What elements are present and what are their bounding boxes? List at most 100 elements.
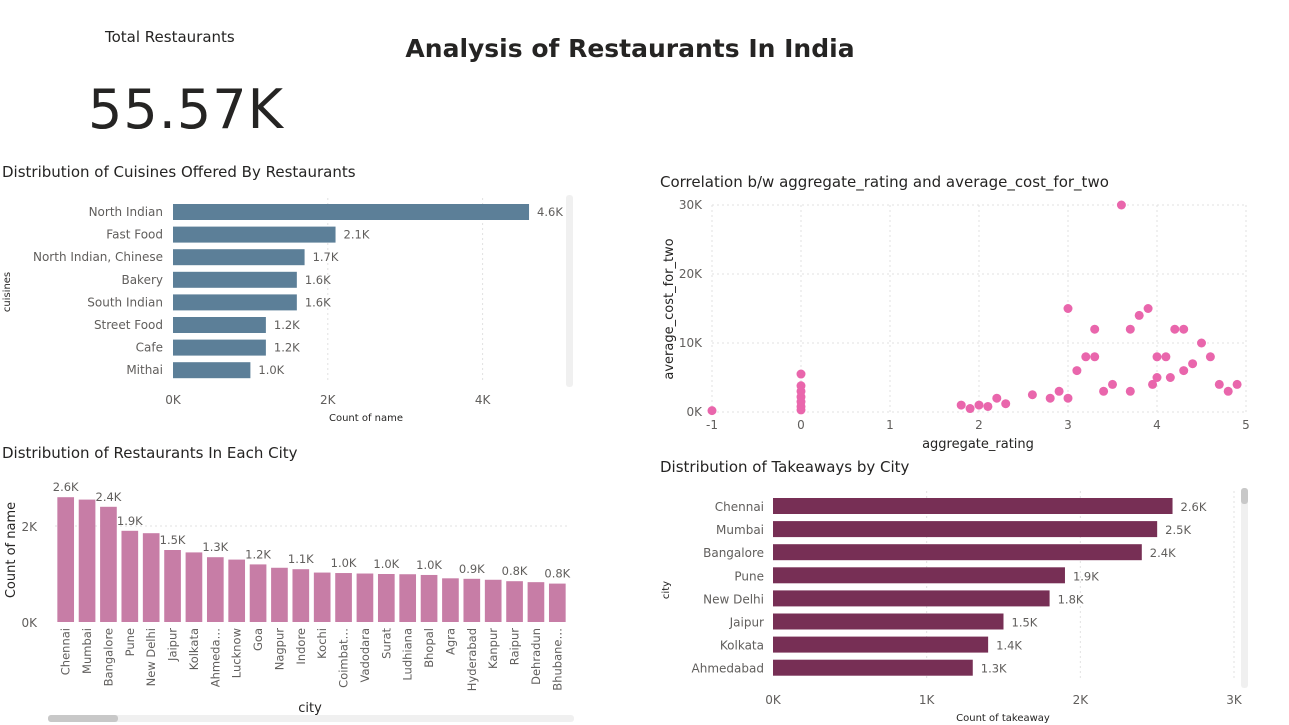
scatter-point [1090, 352, 1100, 362]
scatter-x-tick-label: 1 [886, 418, 894, 432]
city-bar [271, 567, 288, 622]
scatter-point [992, 393, 1002, 403]
cuisines-data-label: 1.2K [274, 318, 300, 332]
cuisines-scrollbar [566, 195, 573, 387]
takeaway-bar [773, 590, 1050, 607]
cuisines-category-label: North Indian [89, 205, 163, 219]
scatter-point [1148, 379, 1158, 389]
city-category-label: Bhubane… [550, 628, 564, 691]
cuisines-bar [173, 294, 297, 311]
city-chart-title: Distribution of Restaurants In Each City [2, 444, 298, 462]
takeaway-data-label: 1.4K [996, 639, 1022, 653]
takeaway-scrollbar-thumb [1241, 488, 1248, 504]
city-bar [100, 506, 117, 622]
takeaway-data-label: 1.8K [1058, 592, 1084, 606]
takeaway-category-label: Mumbai [716, 523, 764, 537]
city-category-label: New Delhi [144, 628, 158, 686]
city-category-label: Goa [251, 628, 265, 651]
scatter-y-tick-label: 30K [679, 198, 703, 212]
rating-cost-scatter-chart: 0K 10K 20K 30K -1 0 1 2 3 4 5 aggregate_rating avera… [662, 198, 1250, 452]
scatter-point [1205, 352, 1215, 362]
scatter-point [1161, 352, 1171, 362]
cuisines-data-label: 1.2K [274, 341, 300, 355]
city-category-label: Chennai [59, 628, 73, 675]
cuisines-bar [173, 362, 251, 379]
city-category-label: Vadodara [358, 628, 372, 682]
scatter-point [1001, 399, 1011, 409]
city-data-label: 0.9K [459, 562, 485, 576]
scatter-x-tick-label: 4 [1153, 418, 1161, 432]
takeaway-data-label: 2.5K [1165, 523, 1191, 537]
scatter-point [974, 400, 984, 410]
takeaway-data-label: 1.5K [1012, 616, 1038, 630]
cuisines-category-label: Street Food [94, 318, 163, 332]
takeaway-scrollbar-track [1241, 488, 1248, 688]
scatter-point [1179, 324, 1189, 334]
scatter-x-tick-label: -1 [706, 418, 718, 432]
cuisines-x-tick-label: 0K [165, 393, 182, 407]
scatter-point [1063, 304, 1073, 313]
scatter-point [1214, 379, 1224, 389]
scatter-point [956, 400, 966, 410]
city-category-label: Agra [443, 628, 457, 655]
city-category-label: Ludhiana [401, 628, 415, 681]
city-data-label: 1.0K [416, 558, 442, 572]
scatter-x-tick-label: 0 [797, 418, 805, 432]
scatter-point [1027, 390, 1037, 400]
city-category-label: Surat [379, 628, 393, 659]
scatter-point [965, 404, 975, 414]
scatter-point [796, 381, 806, 391]
city-category-label: Mumbai [80, 628, 94, 674]
city-category-label: Pune [123, 628, 137, 656]
city-category-label: Kanpur [486, 628, 500, 669]
cuisines-bar [173, 317, 266, 333]
takeaway-x-tick-label: 3K [1226, 693, 1243, 707]
scatter-point [1197, 338, 1206, 348]
cuisines-bar [173, 249, 305, 266]
takeaway-x-tick-label: 1K [919, 693, 936, 707]
city-category-label: Kochi [315, 628, 329, 659]
scatter-point [796, 369, 806, 379]
takeaway-chart-title: Distribution of Takeaways by City [660, 458, 910, 476]
scatter-point [1143, 304, 1153, 313]
takeaway-bar [773, 636, 989, 653]
takeaway-bar-chart: 0K 1K 2K 3K Chennai 2.6K Mumbai 2.5K Bangalore 2.… [661, 488, 1248, 724]
cuisines-category-label: Cafe [136, 341, 163, 355]
city-category-label: Ahmeda… [208, 628, 222, 687]
takeaway-x-tick-label: 0K [765, 693, 782, 707]
city-data-label: 1.0K [331, 556, 357, 570]
cuisines-x-tick-label: 4K [475, 393, 492, 407]
scatter-point [707, 406, 717, 416]
takeaway-category-label: Chennai [715, 500, 764, 514]
takeaway-category-label: Ahmedabad [692, 662, 764, 676]
cuisines-y-axis-title: cuisines [2, 272, 13, 312]
city-category-label: Kolkata [187, 628, 201, 670]
city-bar [527, 582, 545, 622]
scatter-point [1081, 352, 1091, 362]
city-bar [506, 581, 523, 622]
takeaway-category-label: Jaipur [729, 616, 764, 630]
cuisines-category-label: Bakery [121, 273, 163, 287]
scatter-point [1054, 386, 1064, 396]
scatter-point [1152, 373, 1162, 382]
cuisines-data-label: 2.1K [344, 228, 370, 242]
city-category-label: Jaipur [166, 628, 180, 662]
scatter-point [983, 401, 993, 411]
takeaway-data-label: 2.6K [1181, 500, 1207, 514]
city-bar [313, 572, 331, 622]
scatter-y-tick-label: 20K [679, 267, 703, 281]
city-bar [164, 550, 181, 622]
scatter-point [1134, 310, 1144, 320]
takeaway-bar [773, 567, 1065, 584]
scatter-chart-title: Correlation b/w aggregate_rating and ave… [660, 173, 1109, 191]
scatter-y-tick-label: 10K [679, 336, 703, 350]
city-category-label: Bangalore [101, 628, 115, 686]
city-category-label: Coimbat… [337, 628, 351, 688]
takeaway-category-label: Pune [734, 569, 764, 583]
scatter-x-tick-label: 5 [1242, 418, 1250, 432]
scatter-x-tick-label: 2 [975, 418, 983, 432]
city-bar [228, 559, 246, 622]
city-y-tick-label: 2K [21, 520, 38, 534]
city-category-label: Lucknow [230, 628, 244, 678]
city-data-label: 2.6K [53, 480, 79, 494]
